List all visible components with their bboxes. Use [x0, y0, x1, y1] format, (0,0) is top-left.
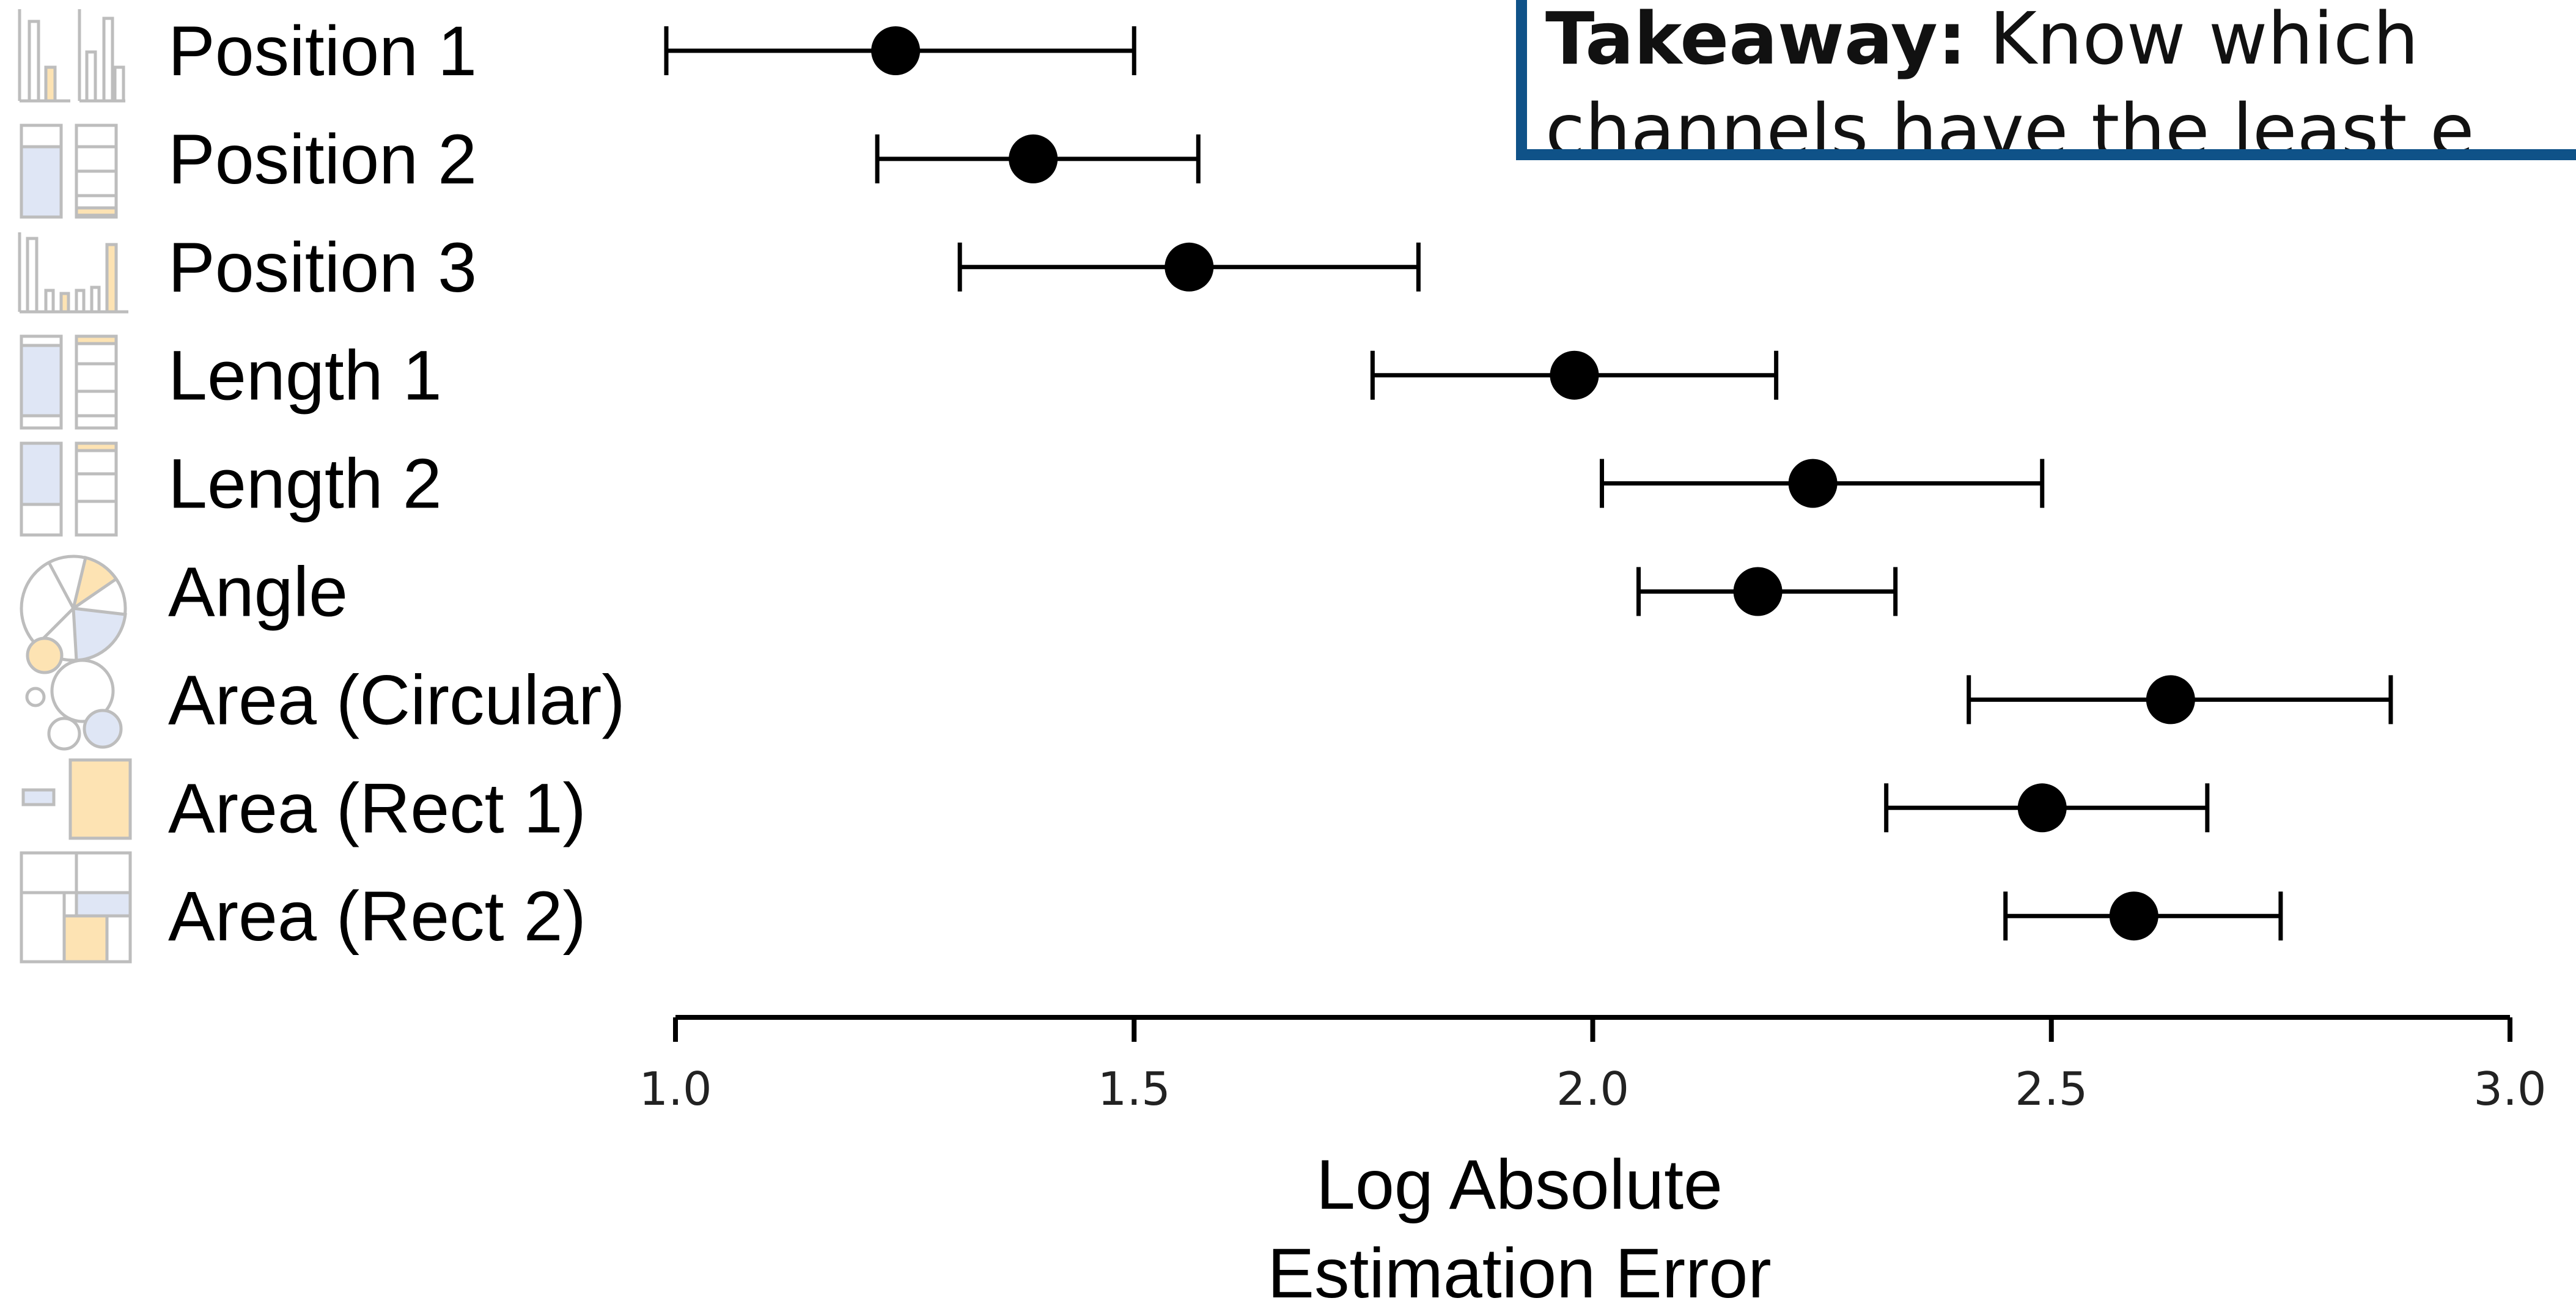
area-rect-1-icon — [23, 760, 130, 838]
category-label: Length 2 — [168, 445, 442, 523]
data-point — [1165, 243, 1213, 292]
length-1-stacked-icon — [21, 336, 116, 428]
takeaway-line-1: Takeaway: Know which — [1545, 0, 2576, 84]
category-label: Area (Circular) — [168, 661, 625, 739]
takeaway-callout: Takeaway: Know which channels have the l… — [1516, 0, 2576, 160]
x-tick-label: 2.0 — [1556, 1062, 1629, 1116]
position-3-bar-icon — [20, 232, 128, 312]
data-point — [2018, 783, 2067, 832]
x-tick-label: 1.5 — [1098, 1062, 1171, 1116]
category-labels: Position 1 Position 2 Position 3 Length 1 Le… — [168, 12, 625, 956]
data-point — [1789, 459, 1838, 508]
x-axis-title-line-1: Log Absolute — [1316, 1146, 1723, 1224]
data-point — [871, 26, 920, 75]
category-label: Area (Rect 2) — [168, 877, 586, 956]
encoding-icons — [20, 9, 130, 962]
x-axis-title-line-2: Estimation Error — [1267, 1234, 1771, 1309]
data-point — [2146, 675, 2195, 724]
category-label: Area (Rect 1) — [168, 769, 586, 847]
category-label: Angle — [168, 553, 348, 632]
x-tick-label: 2.5 — [2015, 1062, 2088, 1116]
area-rect-2-treemap-icon — [21, 853, 130, 962]
x-axis: 1.0 1.5 2.0 2.5 3.0 Log Absolute Estimation Er… — [639, 1017, 2546, 1309]
x-tick-label: 1.0 — [639, 1062, 712, 1116]
position-1-bar-icon — [20, 9, 125, 101]
category-label: Position 1 — [168, 12, 477, 90]
position-2-stacked-icon — [21, 125, 116, 217]
data-marks — [666, 26, 2391, 940]
takeaway-line-2: channels have the least e — [1545, 84, 2576, 160]
category-label: Position 3 — [168, 229, 477, 307]
data-point — [1734, 567, 1783, 616]
takeaway-heading: Takeaway: — [1545, 0, 1967, 81]
data-point — [2110, 891, 2158, 940]
data-point — [1009, 135, 1058, 183]
category-label: Length 1 — [168, 337, 442, 415]
data-point — [1550, 351, 1599, 400]
x-tick-label: 3.0 — [2473, 1062, 2546, 1116]
takeaway-line-1-rest: Know which — [1967, 0, 2419, 81]
category-label: Position 2 — [168, 120, 477, 199]
length-2-stacked-icon — [21, 443, 116, 535]
